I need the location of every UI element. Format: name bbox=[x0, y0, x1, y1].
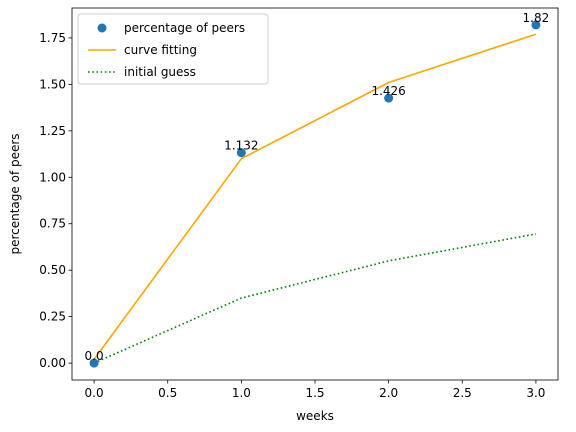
x-tick-label: 2.5 bbox=[453, 386, 472, 400]
x-tick-label: 0.5 bbox=[158, 386, 177, 400]
legend-label: percentage of peers bbox=[124, 21, 245, 35]
data-label: 1.132 bbox=[224, 139, 258, 153]
y-tick-label: 0.25 bbox=[39, 310, 66, 324]
legend-label: initial guess bbox=[124, 65, 196, 79]
data-label: 0.0 bbox=[85, 349, 104, 363]
scatter-point bbox=[531, 20, 541, 30]
y-tick-label: 1.25 bbox=[39, 124, 66, 138]
legend-label: curve fitting bbox=[124, 43, 197, 57]
x-axis-label: weeks bbox=[296, 409, 334, 423]
scatter-point bbox=[89, 358, 99, 368]
y-tick-label: 0.50 bbox=[39, 263, 66, 277]
x-tick-label: 3.0 bbox=[526, 386, 545, 400]
y-tick-label: 0.00 bbox=[39, 356, 66, 370]
y-tick-label: 1.00 bbox=[39, 170, 66, 184]
legend: percentage of peers curve fitting initial … bbox=[77, 13, 269, 85]
series-line-curve-fitting bbox=[93, 33, 537, 360]
data-label: 1.426 bbox=[371, 84, 405, 98]
x-tick-label: 1.0 bbox=[232, 386, 251, 400]
x-tick-label: 0.0 bbox=[85, 386, 104, 400]
scatter-point bbox=[384, 93, 394, 103]
x-tick-label: 1.5 bbox=[305, 386, 324, 400]
legend-box bbox=[77, 13, 269, 85]
chart-marks: 0.0 1.132 1.426 1.82 bbox=[85, 11, 550, 368]
series-line-initial-guess bbox=[93, 233, 537, 364]
data-label: 1.82 bbox=[523, 11, 550, 25]
scatter-point bbox=[236, 148, 246, 158]
y-tick-label: 1.75 bbox=[39, 31, 66, 45]
y-axis-label: percentage of peers bbox=[8, 133, 22, 254]
y-tick-label: 0.75 bbox=[39, 217, 66, 231]
axes: 0.0 0.5 1.0 1.5 2.0 2.5 3.0 0.00 0.25 0.50 0.75 1.0… bbox=[8, 7, 559, 423]
legend-marker bbox=[97, 23, 107, 33]
y-tick-label: 1.50 bbox=[39, 77, 66, 91]
x-tick-label: 2.0 bbox=[379, 386, 398, 400]
